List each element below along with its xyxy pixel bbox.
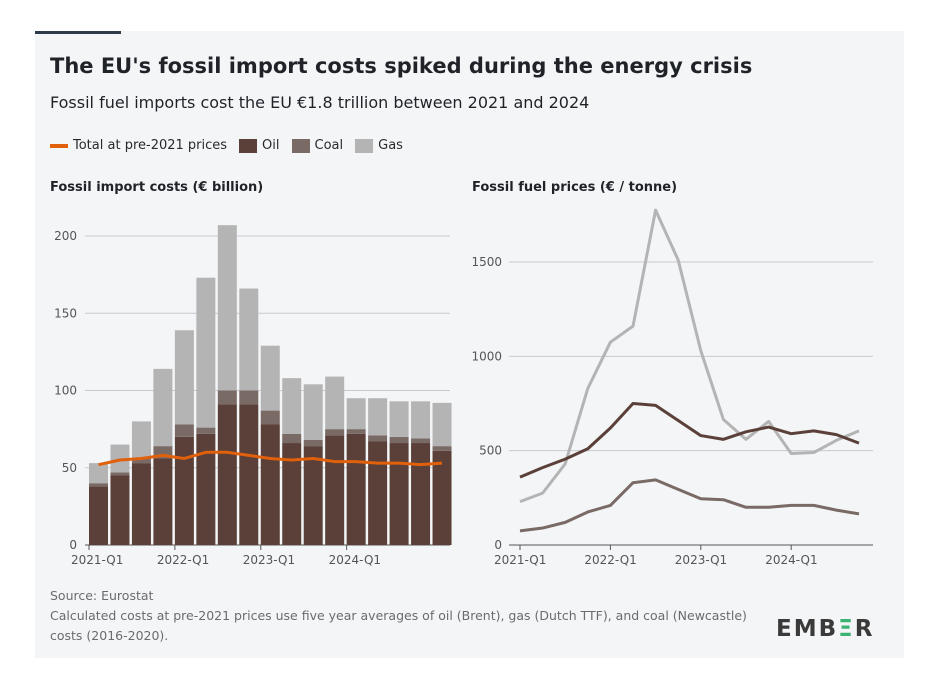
price-line-oil	[519, 402, 860, 479]
ember-logo: EMBΞR	[776, 616, 874, 642]
bar-gas	[432, 402, 452, 447]
bar-gas	[325, 376, 345, 430]
methodology-note: Calculated costs at pre-2021 prices use …	[50, 608, 747, 643]
bar-oil	[174, 436, 194, 545]
legend-label-total: Total at pre-2021 prices	[73, 138, 228, 153]
left-x-tick-label: 2021-Q1	[71, 553, 123, 567]
logo-text-2: R	[854, 616, 875, 642]
legend-swatch-total	[50, 143, 68, 148]
bar-coal	[174, 424, 194, 437]
footer: Source: Eurostat Calculated costs at pre…	[50, 586, 750, 646]
bar-gas	[282, 378, 302, 434]
bar-coal	[110, 472, 130, 476]
bar-gas	[260, 345, 280, 411]
legend-label-oil: Oil	[262, 138, 280, 153]
right-y-tick-label: 1500	[471, 255, 502, 269]
right-y-tick-label: 0	[494, 538, 502, 552]
right-y-tick-label: 1000	[471, 349, 502, 363]
legend: Total at pre-2021 prices Oil Coal Gas	[50, 138, 415, 153]
legend-item-gas: Gas	[355, 138, 403, 153]
bar-oil	[325, 435, 345, 545]
bar-coal	[196, 427, 216, 434]
price-line-coal	[519, 478, 860, 533]
left-y-tick-label: 0	[69, 538, 77, 552]
bar-coal	[389, 436, 409, 444]
bar-coal	[325, 429, 345, 436]
bar-gas	[411, 401, 431, 439]
bar-gas	[389, 401, 409, 437]
chart-subtitle: Fossil fuel imports cost the EU €1.8 tri…	[50, 93, 590, 112]
left-x-tick-label: 2024-Q1	[329, 553, 381, 567]
bar-oil	[303, 446, 323, 545]
bar-coal	[89, 483, 108, 487]
bar-oil	[131, 463, 151, 545]
bar-oil	[239, 404, 259, 545]
logo-text-1: EMB	[776, 616, 839, 642]
bar-oil	[260, 424, 280, 545]
bar-gas	[303, 384, 323, 440]
bar-coal	[217, 390, 237, 405]
right-x-tick-label: 2024-Q1	[765, 553, 817, 567]
bar-oil	[368, 441, 388, 545]
bar-coal	[432, 446, 452, 451]
right-y-tick-label: 500	[479, 444, 502, 458]
bar-oil	[389, 443, 409, 545]
chart-title: The EU's fossil import costs spiked duri…	[50, 54, 753, 78]
bar-gas	[346, 398, 366, 430]
left-y-tick-label: 150	[54, 306, 77, 320]
bar-gas	[110, 444, 130, 473]
legend-swatch-gas	[355, 138, 374, 153]
bar-gas	[217, 225, 237, 391]
logo-accent: Ξ	[838, 616, 855, 642]
bar-gas	[196, 277, 216, 428]
right-x-tick-label: 2021-Q1	[494, 553, 546, 567]
bar-coal	[260, 410, 280, 425]
legend-item-total: Total at pre-2021 prices	[50, 138, 227, 153]
right-panel-title: Fossil fuel prices (€ / tonne)	[472, 180, 678, 195]
bar-coal	[368, 435, 388, 442]
right-x-tick-label: 2023-Q1	[675, 553, 727, 567]
bar-coal	[239, 390, 259, 405]
right-x-tick-label: 2022-Q1	[584, 553, 636, 567]
bar-gas	[153, 368, 173, 447]
bar-coal	[282, 433, 302, 444]
bar-coal	[411, 438, 431, 444]
bar-coal	[131, 458, 151, 464]
legend-item-oil: Oil	[239, 138, 280, 153]
source-text: Source: Eurostat	[50, 588, 154, 603]
bar-oil	[110, 475, 130, 545]
bar-oil	[282, 443, 302, 545]
left-y-tick-label: 200	[54, 229, 77, 243]
bar-oil	[217, 404, 237, 545]
left-x-tick-label: 2022-Q1	[157, 553, 209, 567]
bar-gas	[174, 330, 194, 425]
bar-oil	[153, 458, 173, 545]
legend-swatch-oil	[239, 138, 258, 153]
bar-gas	[239, 288, 259, 391]
bar-gas	[89, 463, 108, 484]
bar-gas	[131, 421, 151, 459]
left-x-tick-label: 2023-Q1	[243, 553, 295, 567]
bar-oil	[432, 450, 452, 545]
legend-label-gas: Gas	[378, 138, 403, 153]
legend-label-coal: Coal	[314, 138, 344, 153]
bar-oil	[196, 433, 216, 545]
bar-coal	[303, 439, 323, 447]
legend-item-coal: Coal	[291, 138, 344, 153]
left-y-tick-label: 50	[62, 461, 77, 475]
accent-bar	[35, 31, 121, 34]
left-panel-title: Fossil import costs (€ billion)	[50, 180, 264, 195]
legend-swatch-coal	[291, 138, 310, 153]
bar-oil	[346, 433, 366, 545]
bar-oil	[89, 486, 108, 545]
left-y-tick-label: 100	[54, 384, 77, 398]
price-line-gas	[519, 208, 860, 504]
total-pre2021-line	[98, 450, 443, 467]
bar-oil	[411, 443, 431, 545]
bar-coal	[346, 429, 366, 434]
bar-gas	[368, 398, 388, 436]
